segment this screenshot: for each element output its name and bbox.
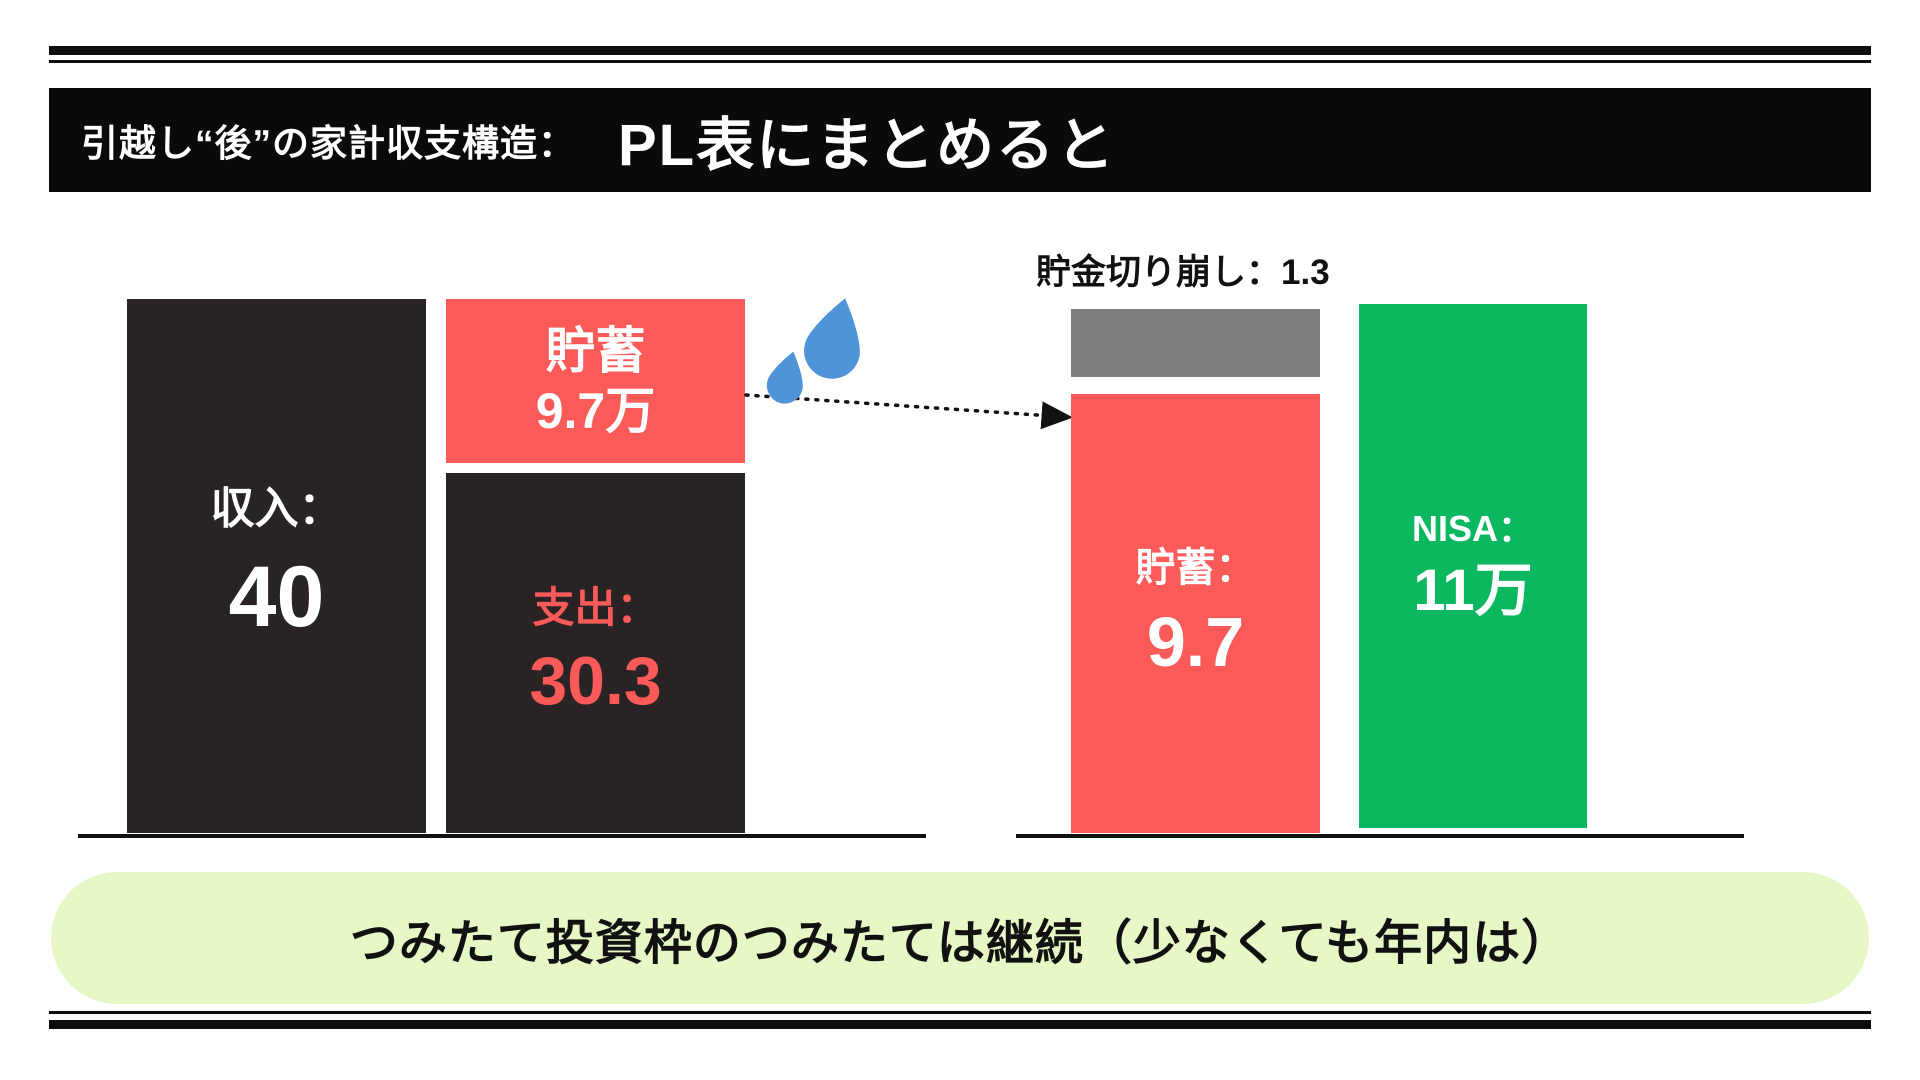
water-droplets-icon [766, 298, 860, 404]
top-rule-thick [49, 46, 1871, 55]
expense-value: 30.3 [529, 643, 662, 720]
header-subtitle: 引越し“後”の家計収支構造： [81, 123, 576, 164]
savings-label: 貯蓄 [545, 323, 646, 379]
right-axis-baseline [1016, 834, 1744, 838]
footer-note-text: つみたて投資枠のつみたては継続（少なくても年内は） [349, 917, 1571, 970]
header-bar: 引越し“後”の家計収支構造： PL表にまとめると [49, 88, 1871, 192]
dotted-flow-arrow-icon [744, 393, 1073, 430]
savings-value: 9.7万 [535, 383, 656, 439]
page-title: PL表にまとめると [618, 113, 1117, 178]
nisa-value: 11万 [1413, 557, 1533, 623]
bottom-rule-thick [49, 1020, 1871, 1029]
nisa-bar: NISA： 11万 [1359, 304, 1587, 828]
income-bar: 収入： 40 [127, 299, 426, 833]
footer-note: つみたて投資枠のつみたては継続（少なくても年内は） [51, 872, 1869, 1004]
expense-segment: 支出： 30.3 [446, 473, 745, 833]
bottom-rule-thin [49, 1011, 1871, 1014]
withdrawal-annotation: 貯金切り崩し：1.3 [1036, 253, 1330, 292]
savings-segment: 貯蓄 9.7万 [446, 299, 745, 463]
withdrawal-segment [1071, 309, 1320, 377]
nisa-label: NISA： [1411, 507, 1534, 549]
savings-bar-right: 貯蓄： 9.7 [1071, 394, 1320, 833]
income-label: 収入： [210, 484, 343, 533]
expense-label: 支出： [532, 584, 659, 631]
income-value: 40 [228, 548, 325, 645]
savings-right-value: 9.7 [1146, 602, 1245, 681]
left-axis-baseline [78, 834, 926, 838]
top-rule-thin [49, 60, 1871, 63]
savings-right-label: 貯蓄： [1135, 545, 1256, 590]
